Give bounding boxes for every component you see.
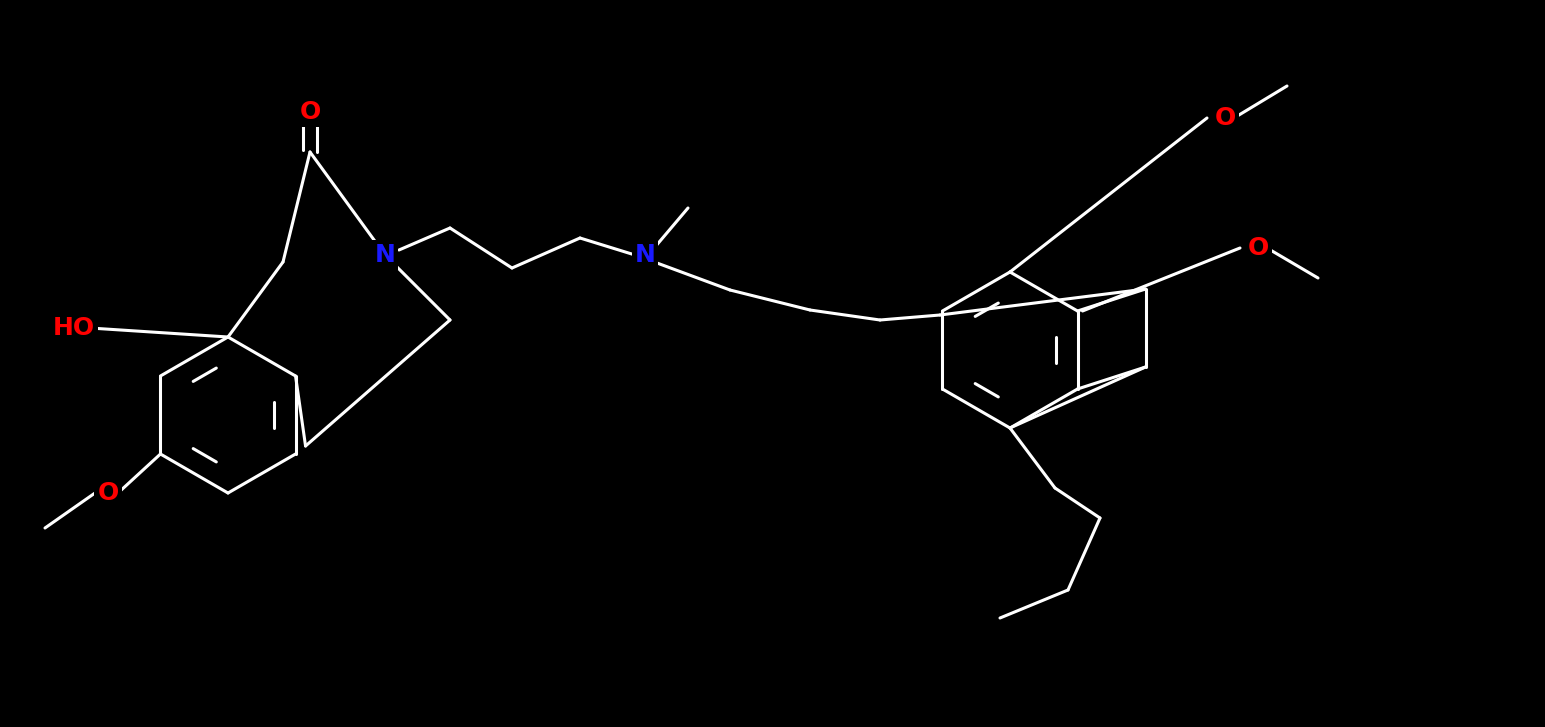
Text: O: O — [1247, 236, 1268, 260]
Text: O: O — [300, 100, 321, 124]
Text: O: O — [1214, 106, 1236, 130]
Text: N: N — [635, 243, 655, 267]
Text: N: N — [374, 243, 396, 267]
Text: O: O — [97, 481, 119, 505]
Text: HO: HO — [53, 316, 96, 340]
